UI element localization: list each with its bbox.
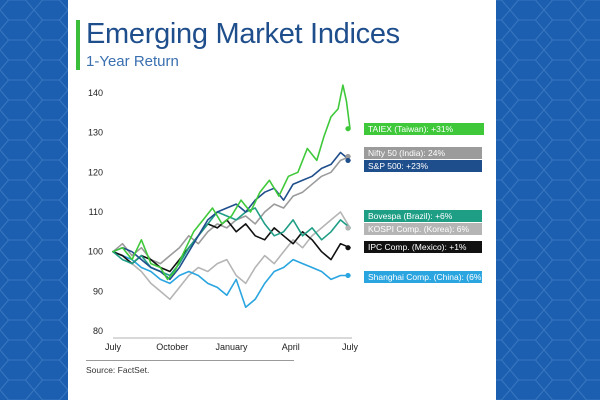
- x-tick-label: July: [105, 342, 122, 352]
- chart-title: Emerging Market Indices: [86, 18, 400, 50]
- end-marker-kospi-comp-korea: [345, 225, 351, 231]
- legend-item-shanghai-comp-china: Shanghai Comp. (China): (6%): [364, 271, 482, 283]
- legend-item-kospi-comp-korea: KOSPI Comp. (Korea): 6%: [364, 223, 482, 235]
- x-tick-label: July: [342, 342, 359, 352]
- series-line-taiex-taiwan: [112, 84, 351, 281]
- y-tick-label: 120: [88, 167, 103, 177]
- title-accent-bar: [76, 20, 80, 70]
- series-line-ipc-comp-mexico: [112, 219, 351, 273]
- series-line-s-p-500: [112, 151, 351, 281]
- legend-label: S&P 500: +23%: [368, 161, 429, 171]
- y-tick-label: 140: [88, 88, 103, 98]
- source-note: Source: FactSet.: [86, 365, 150, 375]
- x-tick-label: October: [156, 342, 188, 352]
- legend-label: Shanghai Comp. (China): (6%): [368, 272, 482, 282]
- legend-label: Nifty 50 (India): 24%: [368, 148, 446, 158]
- legend-label: TAIEX (Taiwan): +31%: [368, 124, 454, 134]
- end-marker-s-p-500: [345, 157, 351, 164]
- end-marker-taiex-taiwan: [345, 126, 351, 132]
- end-marker-nifty-50-india: [345, 153, 351, 160]
- source-divider: [86, 360, 294, 361]
- chart-subtitle: 1-Year Return: [86, 53, 179, 70]
- chart-card: [68, 0, 496, 400]
- legend-label: KOSPI Comp. (Korea): 6%: [368, 224, 470, 234]
- y-tick-label: 90: [93, 286, 103, 296]
- legend-label: Bovespa (Brazil): +6%: [368, 211, 453, 221]
- end-marker-shanghai-comp-china: [345, 272, 351, 279]
- legend-item-s-p-500: S&P 500: +23%: [364, 160, 482, 172]
- x-tick-label: April: [282, 342, 300, 352]
- series-line-shanghai-comp-china: [112, 250, 351, 308]
- y-tick-label: 80: [93, 326, 103, 336]
- legend-item-nifty-50-india: Nifty 50 (India): 24%: [364, 147, 482, 159]
- legend-item-taiex-taiwan: TAIEX (Taiwan): +31%: [364, 123, 484, 135]
- x-tick-label: January: [215, 342, 248, 352]
- legend-item-ipc-comp-mexico: IPC Comp. (Mexico): +1%: [364, 241, 482, 253]
- series-line-nifty-50-india: [112, 155, 351, 265]
- y-tick-label: 130: [88, 128, 103, 138]
- y-tick-label: 100: [88, 247, 103, 257]
- legend-item-bovespa-brazil: Bovespa (Brazil): +6%: [364, 210, 482, 222]
- y-tick-label: 110: [89, 207, 103, 217]
- end-marker-ipc-comp-mexico: [345, 245, 351, 251]
- legend-label: IPC Comp. (Mexico): +1%: [368, 242, 467, 252]
